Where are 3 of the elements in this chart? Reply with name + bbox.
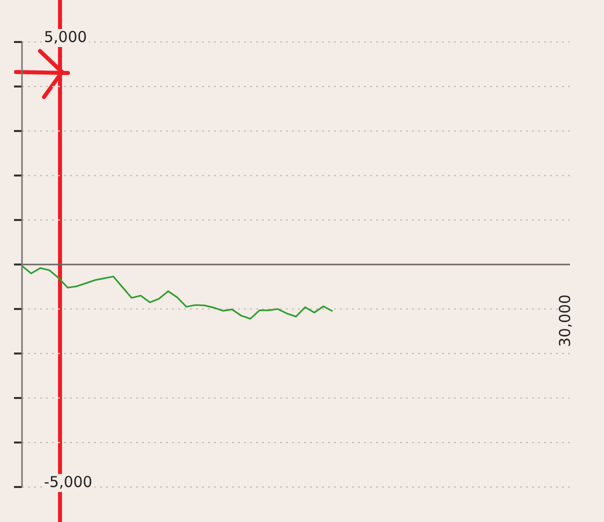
y-tick-label: -5,000 [44,472,92,491]
annotation: 30,000 [556,294,574,347]
y-tick-label: 5,000 [44,28,87,46]
